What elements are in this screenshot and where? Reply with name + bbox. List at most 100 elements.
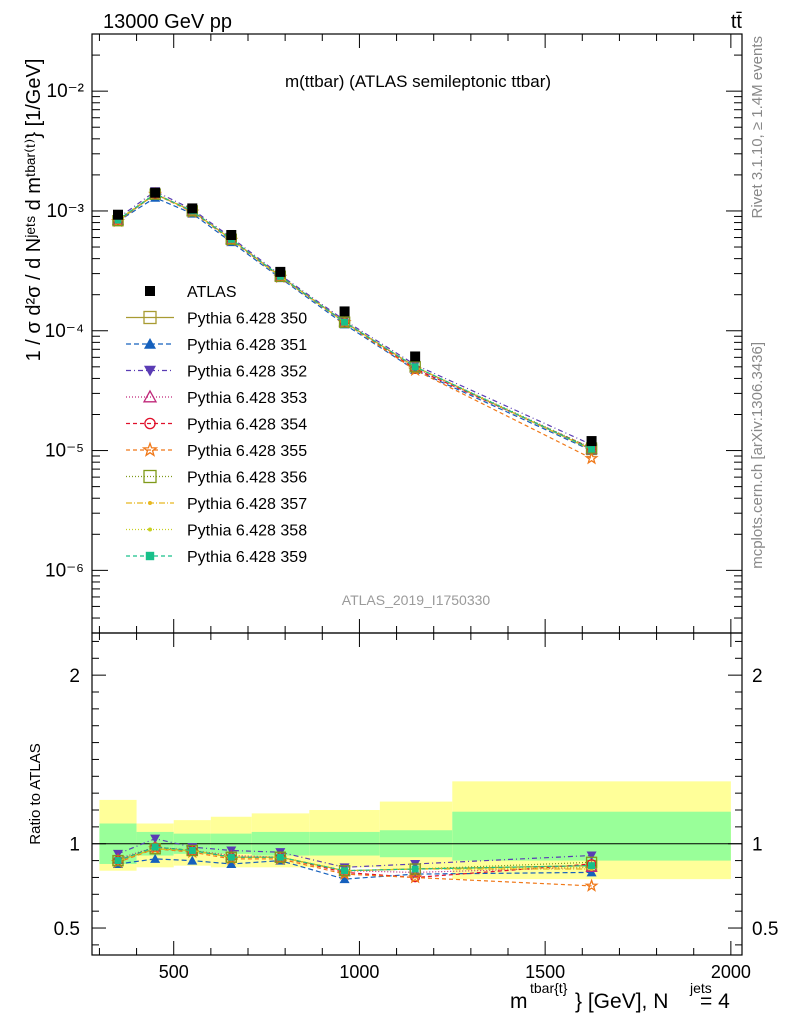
legend-label-4: Pythia 6.428 354 xyxy=(187,417,307,434)
series-9-point-0 xyxy=(114,216,122,224)
ratio-9-point-2 xyxy=(188,846,196,854)
ratio-series-group xyxy=(110,834,599,892)
legend-item-9: Pythia 6.428 359 xyxy=(126,549,307,566)
main-frame xyxy=(91,33,743,634)
legend-item-atlas: ATLAS xyxy=(145,284,237,301)
series-line-2 xyxy=(117,190,592,446)
legend-label-8: Pythia 6.428 358 xyxy=(187,523,307,540)
ratio-9-point-1 xyxy=(151,843,159,851)
ratio-6-point-0 xyxy=(112,854,124,867)
x-tick-label-1500: 1500 xyxy=(525,962,565,982)
series-9-point-7 xyxy=(588,445,596,453)
legend: ATLAS Pythia 6.428 350 Pythia 6.428 351 Pyt… xyxy=(126,284,307,566)
ratio-1-point-5 xyxy=(339,874,350,884)
series-9-point-6 xyxy=(411,363,419,371)
legend-marker-7 xyxy=(148,501,152,505)
series-line-8 xyxy=(117,193,592,451)
ratio-9-point-7 xyxy=(588,862,596,870)
ratio-tick-label-left-0: 0.5 xyxy=(54,919,80,940)
legend-marker-9 xyxy=(145,551,155,561)
x-axis-label-sup2: jets xyxy=(689,980,712,996)
ratio-line-2 xyxy=(117,838,592,868)
ratio-line-9 xyxy=(117,846,592,872)
ratio-y-axis-label: Ratio to ATLAS xyxy=(27,743,44,844)
y-tick-label-1: 10⁻⁵ xyxy=(45,441,84,462)
ratio-9-point-6 xyxy=(411,865,419,873)
ratio-frame xyxy=(91,632,743,956)
rivet-version-label: Rivet 3.1.10, ≥ 1.4M events xyxy=(749,36,766,219)
series-6-point-5 xyxy=(338,316,351,328)
legend-label-6: Pythia 6.428 356 xyxy=(187,470,307,487)
ratio-1-point-2 xyxy=(187,855,198,865)
legend-label-3: Pythia 6.428 353 xyxy=(187,390,307,407)
ratio-9-point-3 xyxy=(227,853,235,861)
legend-label-2: Pythia 6.428 352 xyxy=(187,364,307,381)
ratio-9-point-0 xyxy=(114,857,122,865)
y-tick-label-3: 10⁻³ xyxy=(47,201,85,222)
analysis-label: ATLAS_2019_I1750330 xyxy=(342,592,491,608)
ratio-2-point-7 xyxy=(586,851,597,861)
series-line-1 xyxy=(117,197,592,452)
y-tick-label-4: 10⁻² xyxy=(47,81,85,102)
series-9-point-5 xyxy=(341,318,349,326)
legend-item-1: Pythia 6.428 351 xyxy=(126,337,307,354)
chart-title: m(ttbar) (ATLAS semileptonic ttbar) xyxy=(285,72,551,91)
legend-item-8: Pythia 6.428 358 xyxy=(126,523,307,540)
x-tick-label-1000: 1000 xyxy=(339,962,379,982)
atlas-data-point-0 xyxy=(113,209,123,220)
legend-marker-1 xyxy=(144,338,156,349)
mcplots-label: mcplots.cern.ch [arXiv:1306.3436] xyxy=(749,342,766,569)
legend-label-9: Pythia 6.428 359 xyxy=(187,549,307,566)
x-axis-label-sup: tbar{t} xyxy=(530,980,568,996)
legend-marker-4 xyxy=(144,417,156,430)
legend-label-5: Pythia 6.428 355 xyxy=(187,443,307,460)
legend-label-7: Pythia 6.428 357 xyxy=(187,496,307,513)
ratio-2-point-1 xyxy=(150,834,161,844)
series-5-point-7 xyxy=(584,451,599,465)
legend-item-4: Pythia 6.428 354 xyxy=(126,417,307,434)
series-line-9 xyxy=(117,193,592,450)
legend-marker-8 xyxy=(148,527,152,532)
legend-marker-atlas xyxy=(145,286,155,296)
legend-marker-6 xyxy=(143,469,157,484)
ratio-tick-label-left-1: 1 xyxy=(69,835,80,856)
ratio-1-point-3 xyxy=(226,858,237,868)
atlas-data-point-4 xyxy=(275,266,286,277)
y-axis-label: 1 / σ d²σ / d Nʲᵉᵗˢ d mᵗᵇᵃʳ⁽ᵗ⁾} [1/GeV] xyxy=(23,59,45,362)
atlas-data-point-2 xyxy=(187,203,198,214)
atlas-data-point-7 xyxy=(586,436,597,447)
x-axis-label-end: = 4 xyxy=(700,990,730,1013)
ratio-line-1 xyxy=(117,858,592,880)
ratio-1-point-1 xyxy=(150,853,161,863)
x-tick-label-2000: 2000 xyxy=(711,962,751,982)
atlas-data-point-3 xyxy=(226,229,237,240)
atlas-data-point-1 xyxy=(150,187,161,198)
legend-marker-2 xyxy=(144,365,156,377)
atlas-data-point-6 xyxy=(410,351,421,362)
x-axis-label: m tbar{t} } [GeV], N jets = 4 xyxy=(510,980,730,1013)
main-series-group xyxy=(110,186,599,465)
ratio-tick-label-right-2: 2 xyxy=(752,666,763,687)
x-tick-label-500: 500 xyxy=(159,962,189,982)
ratio-line-8 xyxy=(117,848,592,872)
ratio-9-point-5 xyxy=(341,867,349,875)
legend-item-6: Pythia 6.428 356 xyxy=(126,470,307,487)
legend-label-atlas: ATLAS xyxy=(187,284,237,301)
legend-label-1: Pythia 6.428 351 xyxy=(187,337,307,354)
legend-item-2: Pythia 6.428 352 xyxy=(126,364,307,381)
energy-label: 13000 GeV pp xyxy=(103,11,232,33)
ratio-tick-label-left-2: 2 xyxy=(69,666,80,687)
y-tick-label-2: 10⁻⁴ xyxy=(45,321,84,342)
ratio-9-point-4 xyxy=(276,853,284,861)
legend-item-5: Pythia 6.428 355 xyxy=(126,441,307,460)
ratio-5-point-6 xyxy=(408,870,423,884)
process-label: tt̄ xyxy=(731,11,743,33)
ratio-5-point-0 xyxy=(110,854,126,869)
ratio-5-point-7 xyxy=(584,878,599,892)
legend-item-7: Pythia 6.428 357 xyxy=(126,496,307,513)
atlas-data-point-5 xyxy=(339,306,350,317)
x-axis-label-main: m xyxy=(510,990,528,1013)
y-tick-label-0: 10⁻⁶ xyxy=(45,560,84,581)
x-axis-label-rest: } [GeV], N xyxy=(575,990,668,1013)
